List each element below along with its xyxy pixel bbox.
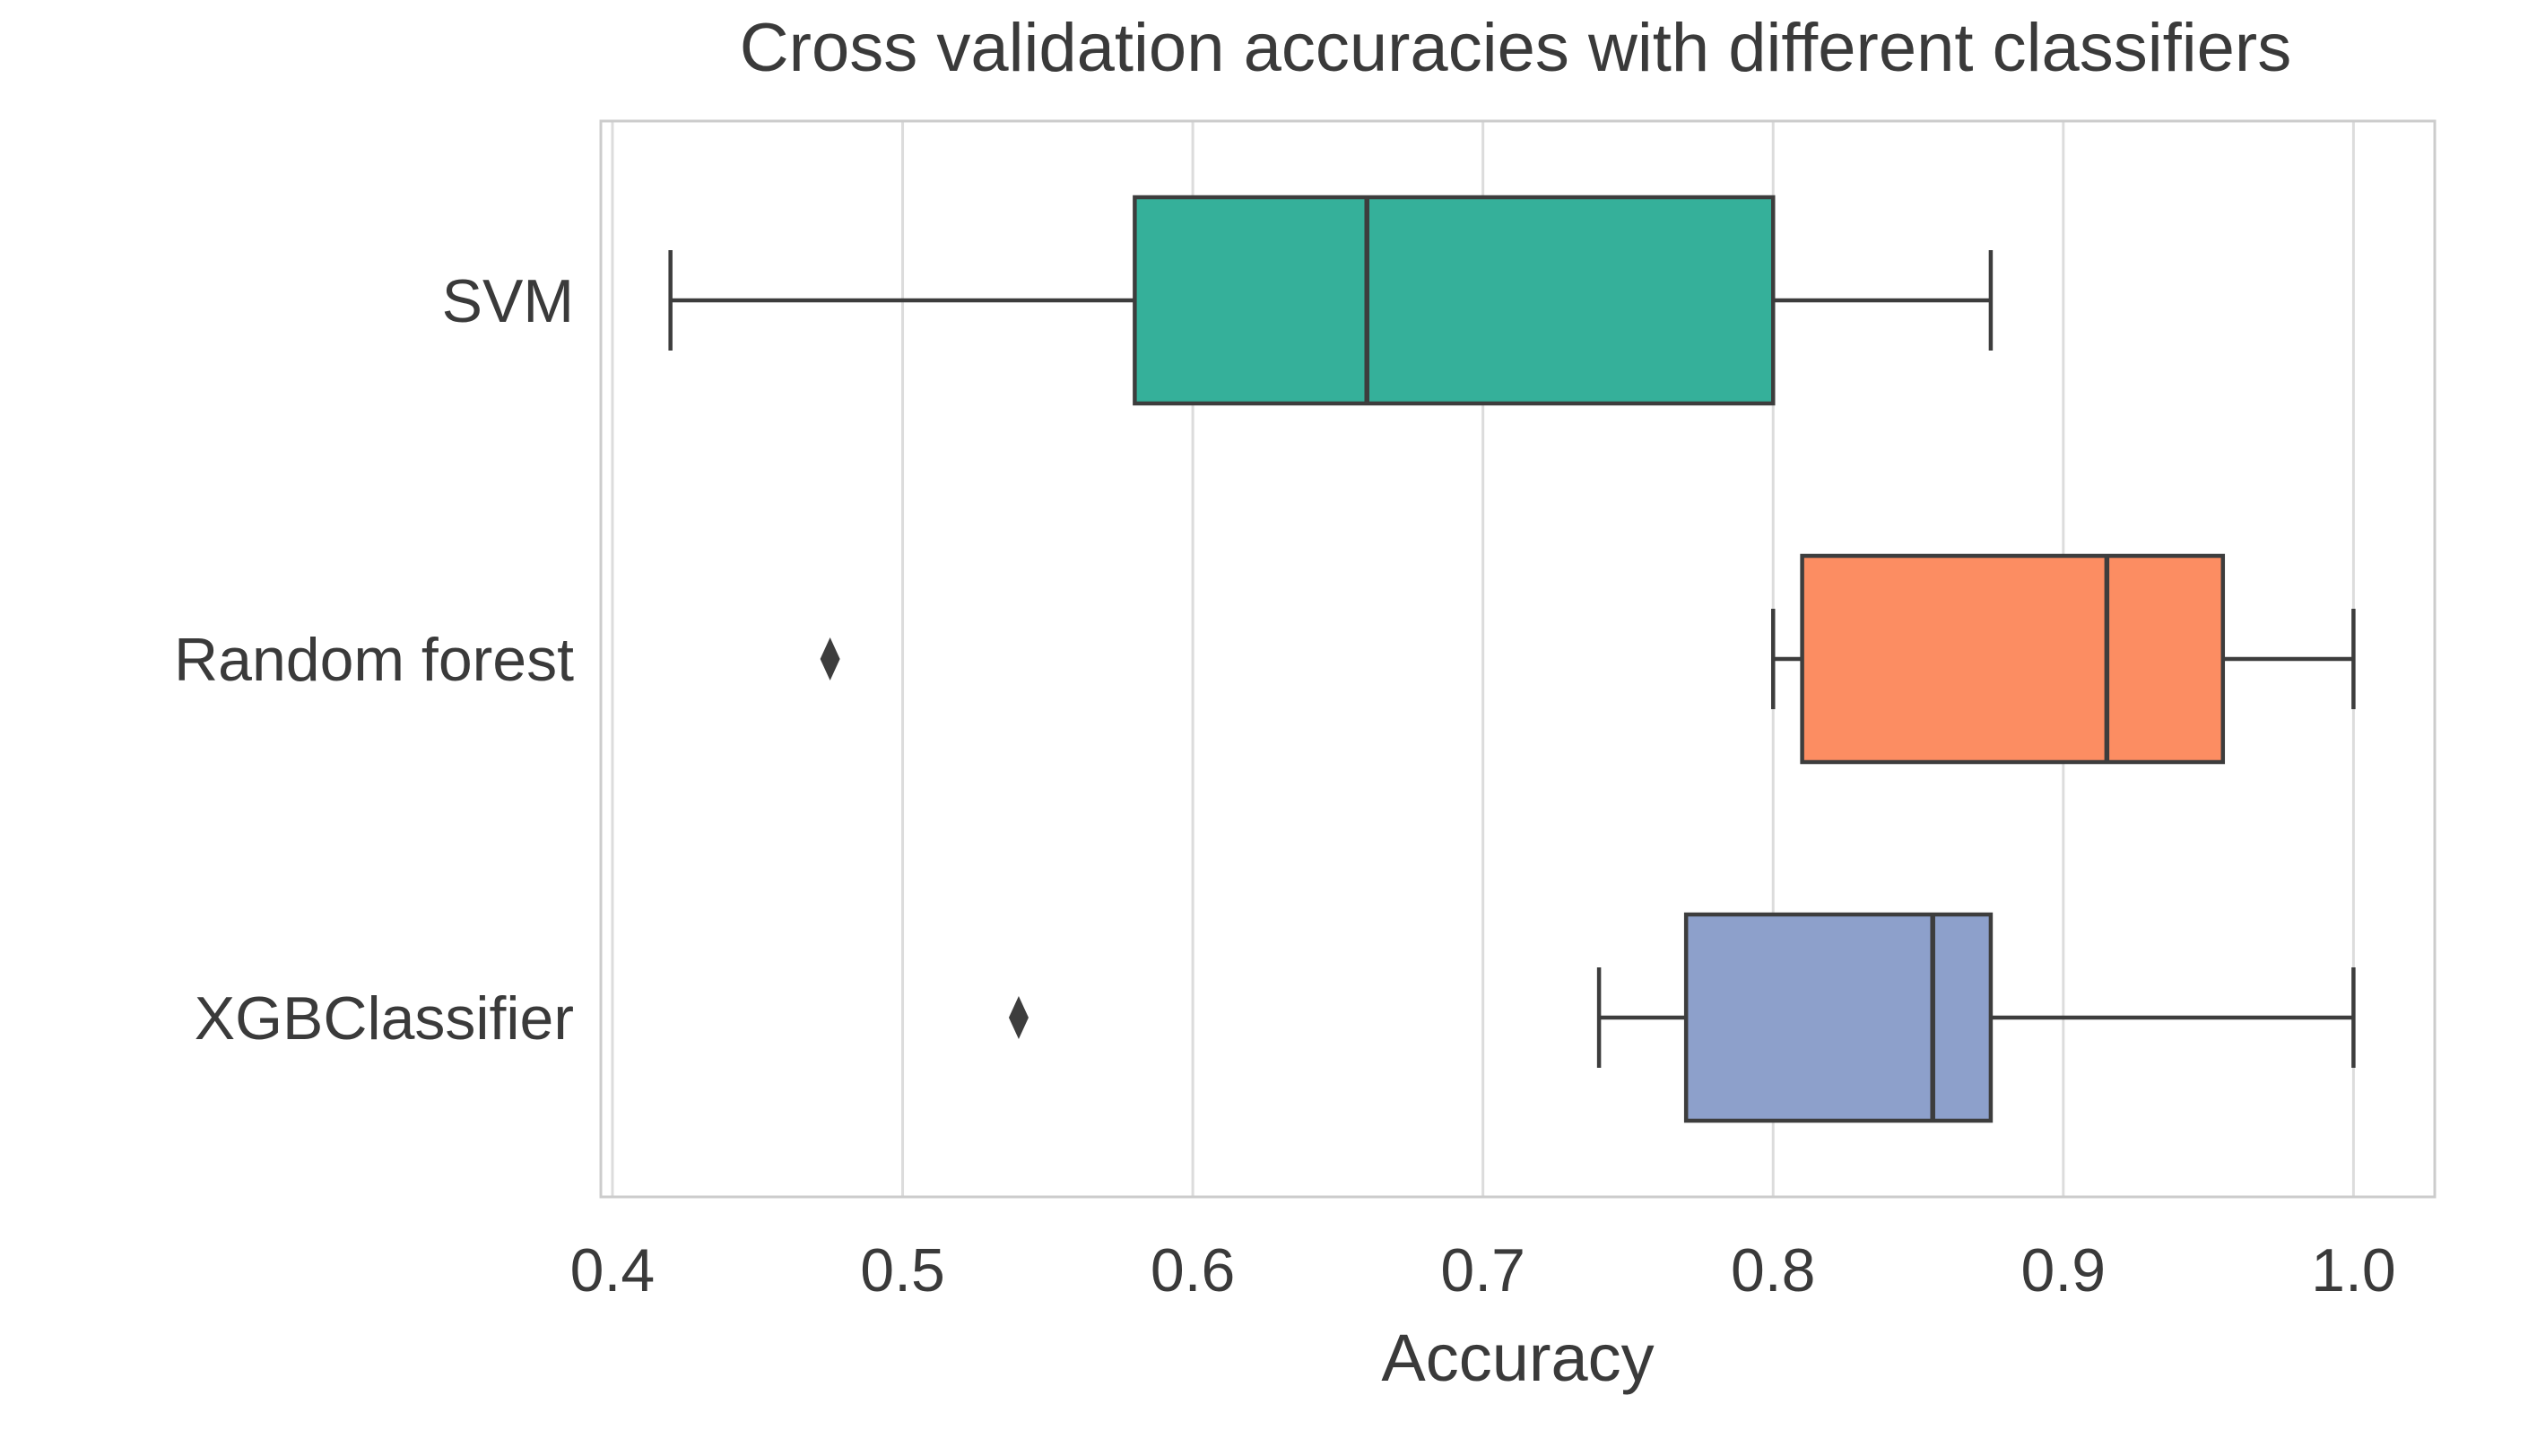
x-tick-label: 1.0 xyxy=(2311,1236,2396,1304)
y-category-label: XGBClassifier xyxy=(195,984,574,1053)
x-tick-label: 0.7 xyxy=(1440,1236,1525,1304)
box-svm xyxy=(1133,195,1776,406)
y-category-label: SVM xyxy=(442,267,574,335)
plot-border xyxy=(599,119,2437,1199)
x-tick-label: 0.9 xyxy=(2021,1236,2107,1304)
x-tick-label: 0.4 xyxy=(570,1236,656,1304)
outlier-marker xyxy=(1008,996,1029,1039)
x-tick-label: 0.8 xyxy=(1731,1236,1816,1304)
box-xgbclassifier xyxy=(1683,912,1994,1123)
x-tick-label: 0.5 xyxy=(860,1236,945,1304)
chart-title: Cross validation accuracies with differe… xyxy=(739,10,2292,86)
box-random-forest xyxy=(1800,553,2226,765)
x-axis-label: Accuracy xyxy=(1381,1321,1655,1395)
y-category-label: Random forest xyxy=(174,626,574,694)
x-tick-label: 0.6 xyxy=(1151,1236,1236,1304)
outlier-marker xyxy=(820,637,840,680)
